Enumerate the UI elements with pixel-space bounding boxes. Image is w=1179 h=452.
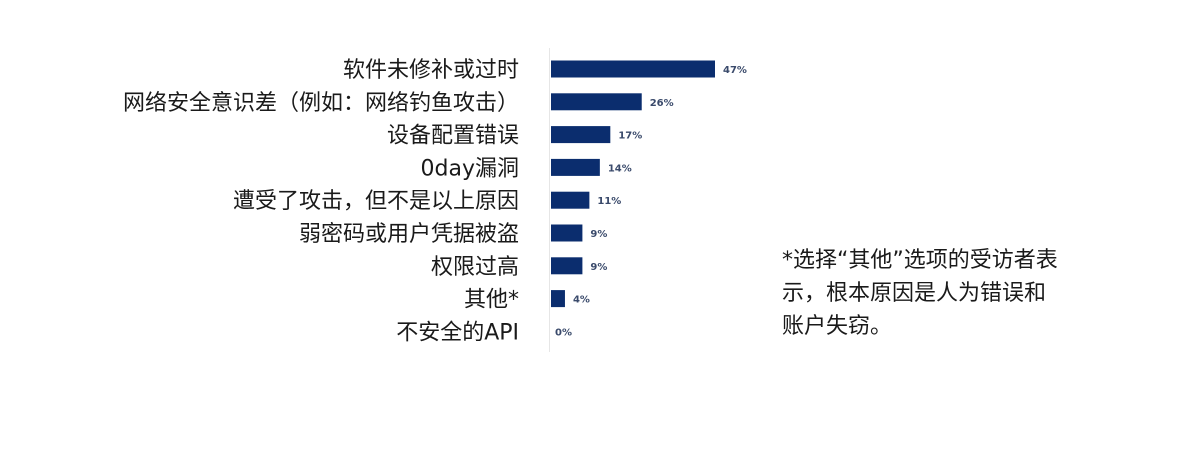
- value-label: 11%: [597, 196, 621, 207]
- value-label: 17%: [618, 131, 642, 142]
- bar: [551, 126, 611, 144]
- bar: [551, 60, 715, 78]
- value-label: 4%: [573, 295, 590, 306]
- category-label: 软件未修补或过时: [343, 58, 519, 83]
- value-label: 26%: [650, 98, 674, 109]
- category-label: 权限过高: [431, 255, 519, 280]
- bar: [551, 257, 583, 275]
- category-label: 不安全的API: [396, 320, 519, 345]
- category-label: 弱密码或用户凭据被盗: [299, 222, 519, 247]
- bar: [551, 290, 565, 308]
- value-label: 9%: [590, 262, 607, 273]
- value-label: 0%: [555, 327, 572, 338]
- bar: [551, 191, 590, 209]
- bar: [551, 158, 600, 176]
- value-label: 47%: [723, 65, 747, 76]
- footnote: *选择“其他”选项的受访者表示，根本原因是人为错误和账户失窃。: [782, 248, 1058, 339]
- value-label: 9%: [590, 229, 607, 240]
- category-label: 设备配置错误: [387, 124, 519, 149]
- bar: [551, 93, 642, 111]
- bars-group: 软件未修补或过时 47% 网络安全意识差（例如：网络钓鱼攻击） 26% 设备配置错误 17…: [123, 58, 747, 345]
- value-label: 14%: [608, 163, 632, 174]
- bar: [551, 224, 583, 242]
- category-label: 0day漏洞: [421, 156, 519, 181]
- category-label: 遭受了攻击，但不是以上原因: [233, 189, 519, 214]
- category-label: 其他*: [464, 288, 519, 313]
- category-label: 网络安全意识差（例如：网络钓鱼攻击）: [123, 91, 519, 116]
